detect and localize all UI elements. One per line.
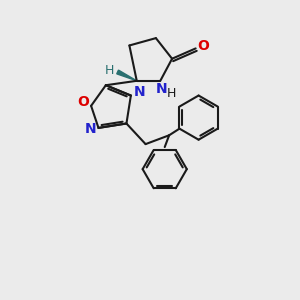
- Text: N: N: [84, 122, 96, 136]
- Text: O: O: [197, 39, 209, 53]
- Text: O: O: [77, 95, 89, 109]
- Polygon shape: [117, 70, 137, 81]
- Text: N: N: [156, 82, 168, 96]
- Text: H: H: [167, 87, 176, 100]
- Text: H: H: [105, 64, 114, 77]
- Text: N: N: [133, 85, 145, 99]
